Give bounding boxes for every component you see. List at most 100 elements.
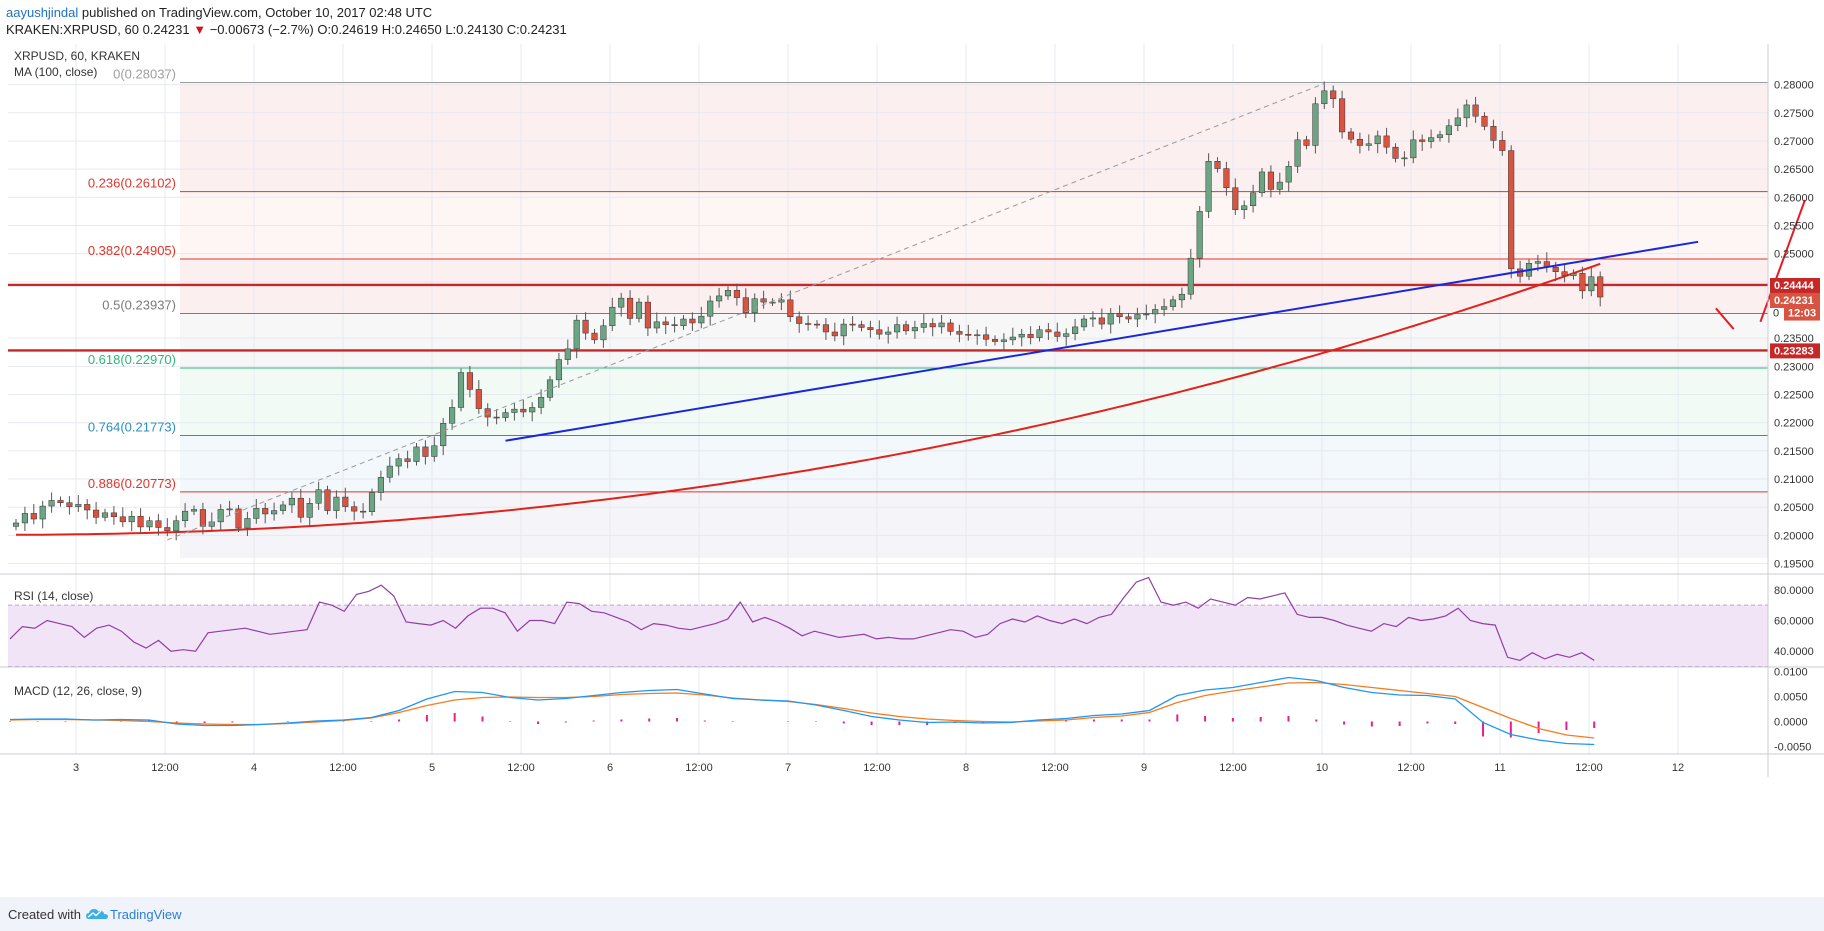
candle-body: [769, 301, 776, 304]
candle-body: [858, 324, 865, 328]
candle-body: [600, 325, 607, 341]
price-tag: [1770, 277, 1820, 293]
ohlc-values: O:0.24619 H:0.24650 L:0.24130 C:0.24231: [317, 22, 567, 37]
fib-background: [180, 82, 1768, 558]
candle-body: [279, 504, 287, 511]
rsi-tick-label: 60.0000: [1774, 616, 1814, 628]
rsi-pane: [8, 576, 1768, 668]
x-tick-label: 12:00: [863, 762, 891, 774]
candle-body: [1125, 316, 1132, 320]
candle-body: [226, 508, 233, 511]
rsi-tick-label: 40.0000: [1774, 646, 1814, 658]
candles: [12, 81, 1604, 541]
candle-body: [1321, 90, 1328, 105]
candle-body: [983, 334, 990, 340]
candle-body: [1294, 139, 1301, 167]
x-tick-label: 4: [251, 762, 257, 774]
macd-legend: MACD (12, 26, close, 9): [14, 684, 142, 698]
candle-body: [449, 407, 456, 424]
y-tick-label: 0.23000: [1774, 361, 1814, 373]
candle-body: [529, 407, 536, 413]
candle-body: [831, 331, 838, 337]
candle-body: [538, 397, 545, 408]
symbol-text: KRAKEN:XRPUSD, 60: [6, 22, 139, 37]
chart-canvas[interactable]: 0(0.28037) 0.236(0.26102) 0.382(0.24905) 0.…: [0, 44, 1824, 897]
candle-body: [1258, 171, 1266, 194]
candle-body: [947, 322, 954, 332]
candle-body: [377, 477, 384, 493]
candle-body: [1588, 276, 1595, 292]
price-tag-label: 0.24444: [1774, 280, 1815, 292]
fib-label: 0.618(0.22970): [88, 352, 176, 367]
y-tick-label: 0.25000: [1774, 249, 1814, 261]
candle-body: [644, 301, 651, 329]
price-change: −0.00673 (−2.7%): [209, 22, 314, 37]
candle-body: [1330, 90, 1337, 99]
author-link[interactable]: aayushjindal: [6, 5, 79, 20]
candle-body: [12, 522, 20, 527]
fib-levels: 0(0.28037) 0.236(0.26102) 0.382(0.24905) 0.…: [8, 67, 1768, 493]
y-tick-label: 0.22000: [1774, 418, 1814, 430]
candle-body: [360, 510, 367, 513]
candle-body: [1134, 314, 1141, 320]
y-tick-label: 0.20000: [1774, 530, 1814, 542]
rsi-line: [9, 576, 1595, 662]
price-tag: [1770, 292, 1820, 308]
candle-body: [698, 315, 705, 324]
candle-body: [920, 323, 927, 328]
macd-pane: [9, 676, 1596, 746]
price-tag-label: 0: [1773, 308, 1779, 320]
candle-body: [555, 359, 562, 381]
rsi-tick-label: 80.0000: [1774, 585, 1814, 597]
candle-body: [1347, 131, 1355, 140]
candle-body: [680, 318, 687, 327]
candle-body: [173, 520, 180, 532]
candle-body: [1196, 211, 1203, 259]
candle-body: [1339, 98, 1346, 133]
candle-body: [1169, 299, 1177, 307]
candle-body: [1036, 329, 1043, 338]
candle-body: [1267, 171, 1274, 190]
x-tick-label: 12:00: [151, 762, 179, 774]
candle-body: [48, 500, 55, 507]
candle-body: [796, 316, 803, 324]
candle-body: [849, 323, 856, 326]
candle-body: [546, 379, 554, 398]
candle-body: [324, 489, 331, 511]
candle-body: [182, 510, 189, 521]
candle-body: [262, 508, 269, 515]
y-tick-label: 0.21500: [1774, 446, 1814, 458]
fib-zone: [180, 435, 1768, 492]
ma-legend: MA (100, close): [14, 65, 97, 79]
candle-body: [235, 508, 242, 529]
candle-body: [1490, 126, 1497, 141]
ma-layer: [16, 262, 1601, 536]
fib-label: 0.236(0.26102): [88, 176, 176, 191]
candle-body: [724, 290, 732, 297]
candle-body: [511, 408, 518, 413]
candle-body: [413, 446, 420, 462]
candle-body: [760, 298, 767, 303]
candle-body: [1214, 161, 1221, 169]
candle-body: [778, 299, 785, 303]
x-tick-label: 11: [1494, 762, 1505, 774]
candle-body: [1552, 266, 1559, 272]
candle-body: [1045, 329, 1052, 333]
price-tag-label: 12:03: [1788, 308, 1816, 320]
price-tag: [1784, 305, 1820, 321]
macd-tick-label: 0.0100: [1774, 667, 1808, 679]
candle-body: [876, 329, 883, 335]
x-tick-label: 6: [607, 762, 613, 774]
candle-body: [404, 458, 411, 462]
candle-body: [1508, 150, 1515, 270]
candle-body: [457, 372, 465, 408]
candle-body: [840, 323, 847, 337]
candle-body: [520, 408, 527, 413]
x-tick-label: 12:00: [1041, 762, 1069, 774]
candle-body: [315, 489, 322, 504]
candle-body: [244, 518, 251, 529]
tradingview-link[interactable]: TradingView: [110, 907, 182, 922]
candle-body: [306, 503, 313, 518]
rsi-band: [8, 605, 1768, 667]
candle-body: [974, 334, 981, 337]
